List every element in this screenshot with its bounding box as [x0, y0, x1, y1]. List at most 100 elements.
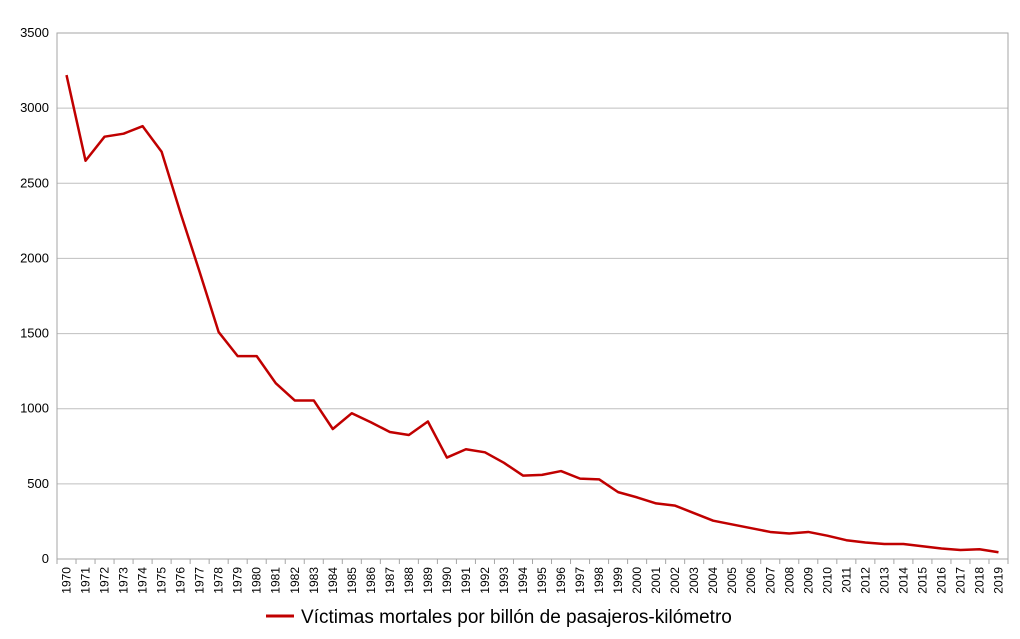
x-tick-label: 2001: [649, 567, 663, 594]
x-tick-label: 1978: [212, 567, 226, 594]
x-tick-label: 2007: [763, 567, 777, 594]
x-tick-label: 1971: [79, 567, 93, 594]
x-tick-label: 1981: [269, 567, 283, 594]
data-point: [901, 542, 905, 546]
plot-area-border: [56, 32, 1009, 560]
x-tick-label: 1972: [98, 567, 112, 594]
data-point: [312, 398, 316, 402]
data-point: [407, 433, 411, 437]
data-point: [293, 398, 297, 402]
x-tick-label: 1975: [155, 567, 169, 594]
x-tick-label: 2012: [858, 567, 872, 594]
data-point: [806, 530, 810, 534]
data-point: [578, 477, 582, 481]
x-tick-label: 1996: [554, 567, 568, 594]
x-tick-label: 2017: [953, 567, 967, 594]
x-tick-label: 1988: [402, 567, 416, 594]
series-line: [65, 74, 999, 554]
x-tick-label: 1980: [250, 567, 264, 594]
x-tick-label: 2008: [782, 567, 796, 594]
x-tick-label: 1984: [326, 567, 340, 594]
data-point: [863, 540, 867, 544]
data-point: [920, 544, 924, 548]
x-tick-label: 1990: [440, 567, 454, 594]
data-point: [787, 531, 791, 535]
data-point: [217, 330, 221, 334]
data-point: [122, 132, 126, 136]
data-point: [426, 419, 430, 423]
data-point: [844, 538, 848, 542]
x-tick-label: 2003: [687, 567, 701, 594]
data-point: [65, 73, 69, 77]
data-point: [84, 159, 88, 163]
data-point: [654, 501, 658, 505]
x-tick-label: 2010: [820, 567, 834, 594]
x-tick-label: 1995: [535, 567, 549, 594]
data-point: [502, 461, 506, 465]
x-tick-label: 2004: [706, 567, 720, 594]
data-point: [692, 511, 696, 515]
data-point: [198, 270, 202, 274]
x-tick-label: 1989: [421, 567, 435, 594]
y-axis-tick-labels: 0 500 1000 1500 2000 2500 3000 3500: [20, 25, 49, 566]
data-point: [730, 522, 734, 526]
data-point: [673, 504, 677, 508]
data-point: [236, 354, 240, 358]
data-point: [711, 519, 715, 523]
data-point: [616, 490, 620, 494]
x-tick-label: 1983: [307, 567, 321, 594]
data-point: [825, 534, 829, 538]
data-point: [445, 456, 449, 460]
data-point: [179, 211, 183, 215]
y-tick-label: 2500: [20, 175, 49, 190]
data-point: [464, 447, 468, 451]
x-tick-label: 1982: [288, 567, 302, 594]
x-tick-label: 2006: [744, 567, 758, 594]
y-tick-label: 3000: [20, 100, 49, 115]
legend-label: Víctimas mortales por billón de pasajero…: [301, 607, 732, 628]
gridlines: [57, 32, 1008, 560]
data-point: [882, 542, 886, 546]
data-point: [635, 495, 639, 499]
data-point: [483, 450, 487, 454]
y-tick-label: 1500: [20, 326, 49, 341]
x-axis-tick-labels: 1970 1971 1972 1973 1974 1975 1976 1977 1978 1979…: [56, 559, 1009, 594]
x-tick-label: 2000: [630, 567, 644, 594]
data-point: [977, 547, 981, 551]
data-point: [939, 546, 943, 550]
data-point: [559, 469, 563, 473]
x-tick-label: 2018: [972, 567, 986, 594]
x-tick-label: 1999: [611, 567, 625, 594]
data-point: [958, 548, 962, 552]
data-point: [521, 474, 525, 478]
data-point: [255, 354, 259, 358]
data-point: [597, 477, 601, 481]
legend: Víctimas mortales por billón de pasajero…: [266, 607, 732, 628]
x-tick-label: 2016: [934, 567, 948, 594]
y-tick-label: 0: [42, 551, 49, 566]
data-point: [540, 473, 544, 477]
data-point: [350, 411, 354, 415]
x-tick-label: 2015: [915, 567, 929, 594]
x-tick-label: 2019: [991, 567, 1005, 594]
data-point: [331, 427, 335, 431]
x-tick-label: 1992: [478, 567, 492, 594]
data-point: [996, 550, 1000, 554]
y-tick-label: 1000: [20, 401, 49, 416]
x-tick-label: 2009: [801, 567, 815, 594]
data-point: [160, 150, 164, 154]
x-tick-label: 2014: [896, 567, 910, 594]
x-tick-label: 1974: [136, 567, 150, 594]
x-tick-label: 1977: [193, 567, 207, 594]
series-group: [65, 73, 1000, 554]
y-tick-label: 500: [27, 476, 49, 491]
x-tick-label: 1986: [364, 567, 378, 594]
y-tick-label: 3500: [20, 25, 49, 40]
data-point: [274, 381, 278, 385]
x-tick-label: 2005: [725, 567, 739, 594]
x-tick-label: 2002: [668, 567, 682, 594]
x-tick-label: 1979: [231, 567, 245, 594]
x-tick-label: 1987: [383, 567, 397, 594]
x-tick-label: 2011: [839, 567, 853, 593]
